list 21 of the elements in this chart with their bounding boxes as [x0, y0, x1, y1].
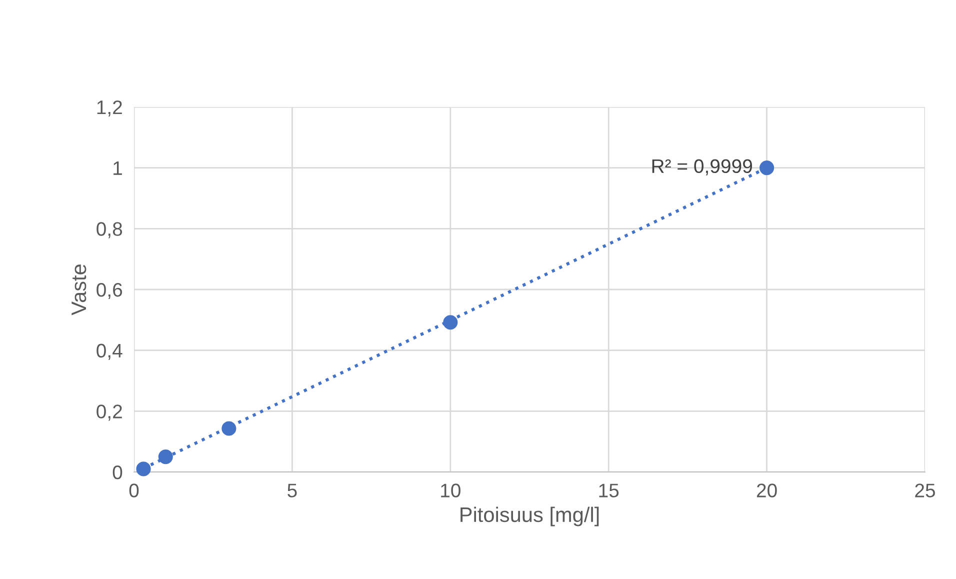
- x-tick-label: 25: [915, 484, 935, 498]
- point: [443, 315, 458, 330]
- y-axis-title: Vaste: [72, 264, 86, 316]
- y-tick-label: 0,4: [96, 344, 122, 360]
- x-tick-label: 10: [441, 484, 460, 498]
- point: [760, 160, 774, 176]
- x-tick-label: 5: [288, 484, 297, 498]
- x-tick-label: 0: [129, 484, 139, 498]
- y-tick-label: 0,8: [96, 222, 122, 238]
- x-tick-label: 20: [756, 484, 777, 498]
- point: [136, 462, 151, 476]
- y-tick-label: 1,2: [97, 100, 122, 117]
- annotation: R² = 0,9999: [652, 159, 752, 176]
- y-tick-label: 0,6: [96, 282, 122, 300]
- point: [222, 421, 236, 436]
- y-tick-label: 0: [112, 465, 122, 480]
- x-axis-title: Pitoisuus [mg/l]: [460, 506, 599, 526]
- y-tick-label: 0,2: [96, 404, 122, 421]
- point: [158, 450, 173, 464]
- y-tick-label: 1: [114, 162, 122, 175]
- x-tick-label: 15: [599, 484, 619, 498]
